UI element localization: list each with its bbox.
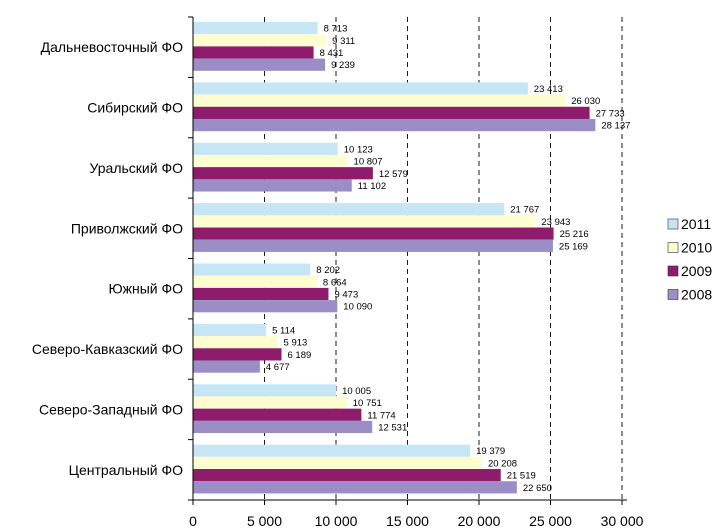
data-label: 23 413 [534,84,563,95]
data-label: 4 677 [266,362,290,373]
bar [193,203,505,216]
data-label: 11 102 [358,181,386,192]
bar [193,179,352,192]
bar [193,94,566,107]
bar [193,456,482,470]
legend: 2011 2010 2009 2008 [667,216,712,303]
bar [193,300,338,313]
legend-swatch [667,289,679,300]
bar [193,82,528,95]
category-label: Северо-Западный ФО [39,401,183,417]
category-label: Северо-Кавказский ФО [32,341,183,357]
bars [193,22,596,494]
data-label: 11 774 [367,410,395,421]
data-label: 19 379 [476,446,505,457]
bar [193,227,554,240]
x-tick-label: 15 000 [386,513,429,529]
data-label: 12 579 [379,169,408,180]
bar [193,444,471,457]
bar [193,396,347,409]
data-label: 9 311 [332,36,355,47]
data-label: 5 114 [272,325,295,336]
category-label: Южный ФО [108,281,183,297]
data-label: 20 208 [488,458,517,469]
data-label: 22 650 [523,483,552,494]
category-label: Приволжский ФО [71,220,183,236]
bar [193,106,590,119]
bar [193,154,348,168]
data-label: 6 189 [288,350,312,361]
bar [193,348,282,361]
bar [193,118,596,132]
bar [193,275,317,288]
data-label: 28 137 [601,121,630,132]
data-label: 9 473 [334,290,358,301]
data-label: 5 913 [284,338,308,349]
legend-swatch [667,265,679,277]
category-label: Дальневосточный ФО [41,39,183,55]
bar [193,360,260,373]
data-label: 9 239 [331,60,355,71]
x-tick-label: 20 000 [458,513,501,529]
data-label: 21 519 [507,471,536,482]
bar [193,469,501,482]
bar [193,34,327,47]
data-label: 10 123 [344,144,373,155]
x-tick-label: 10 000 [315,513,358,529]
bar [193,22,318,35]
bar [193,167,373,180]
bar [193,263,311,276]
legend-label: 2008 [681,287,712,303]
data-label: 25 169 [559,241,588,252]
data-label: 26 030 [571,96,600,107]
x-tick-label: 0 [189,513,197,529]
category-label: Центральный ФО [69,462,183,478]
category-label: Сибирский ФО [87,100,183,116]
x-tick-label: 25 000 [529,513,572,529]
data-label: 21 767 [510,205,539,216]
data-label: 10 005 [342,386,371,397]
data-label: 8 713 [324,24,348,35]
bar [193,336,278,349]
bar [193,58,326,71]
x-tick-label: 30 000 [601,513,644,529]
bar [193,420,373,434]
legend-label: 2010 [681,240,712,256]
bar [193,408,362,421]
bar [193,384,337,397]
data-label: 8 431 [320,48,344,59]
data-label: 27 733 [596,108,625,119]
bar [193,323,267,337]
bar [193,46,314,59]
data-label: 23 943 [541,217,570,228]
data-label: 25 216 [560,229,589,240]
legend-swatch [667,242,679,253]
bar [193,287,329,301]
legend-label: 2011 [681,216,711,232]
data-label: 8 664 [323,277,347,288]
data-label: 12 531 [378,422,407,433]
bar [193,481,517,494]
bar [193,215,536,228]
legend-swatch [667,218,679,230]
bar [193,239,553,252]
data-label: 8 202 [316,265,340,276]
axes [188,16,627,505]
x-tick-label: 5 000 [247,513,282,529]
category-label: Уральский ФО [90,160,184,176]
bar [193,142,338,155]
legend-label: 2009 [681,263,712,279]
data-label: 10 090 [343,302,372,313]
data-label: 10 807 [354,157,383,168]
data-label: 10 751 [353,398,382,409]
